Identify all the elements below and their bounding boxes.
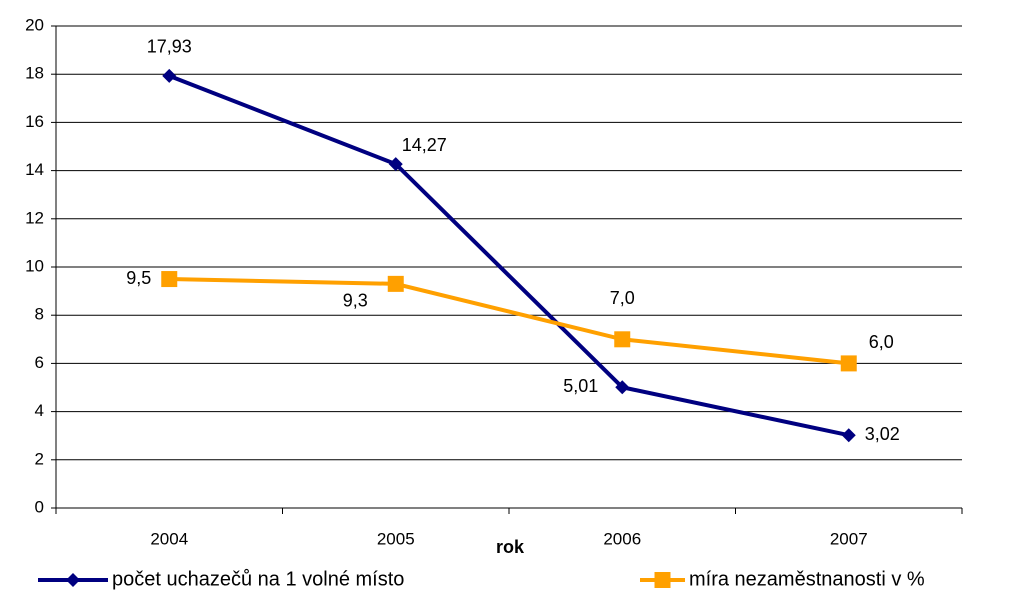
data-label: 9,5: [126, 268, 151, 288]
marker: [161, 271, 178, 288]
data-label: 5,01: [563, 376, 598, 396]
legend-label: počet uchazečů na 1 volné místo: [112, 568, 404, 590]
y-tick-label: 0: [35, 497, 44, 516]
y-tick-label: 6: [35, 353, 44, 372]
data-label: 17,93: [147, 37, 192, 57]
marker: [162, 68, 177, 83]
y-tick-label: 10: [25, 256, 44, 275]
data-label: 3,02: [865, 424, 900, 444]
y-tick-label: 12: [25, 208, 44, 227]
y-tick-label: 20: [25, 15, 44, 34]
x-tick-label: 2007: [830, 529, 868, 548]
y-tick-label: 14: [25, 160, 44, 179]
series-line: [168, 74, 850, 438]
marker: [614, 331, 631, 348]
x-axis-label: rok: [496, 537, 525, 557]
y-tick-label: 18: [25, 64, 44, 83]
data-label: 14,27: [402, 135, 447, 155]
x-tick-label: 2005: [377, 529, 415, 548]
series-line: [169, 277, 849, 366]
y-tick-label: 2: [35, 449, 44, 468]
marker: [841, 428, 856, 443]
y-tick-label: 8: [35, 305, 44, 324]
marker: [388, 157, 403, 172]
x-tick-label: 2004: [150, 529, 188, 548]
marker: [840, 355, 857, 372]
marker: [654, 572, 671, 588]
y-tick-label: 16: [25, 112, 44, 131]
legend-label: míra nezaměstnanosti v %: [689, 568, 925, 590]
data-label: 6,0: [869, 332, 894, 352]
marker: [387, 275, 404, 292]
y-tick-label: 4: [35, 401, 44, 420]
data-label: 9,3: [343, 291, 368, 311]
data-label: 7,0: [610, 288, 635, 308]
marker: [66, 573, 80, 587]
marker: [615, 380, 630, 395]
x-tick-label: 2006: [603, 529, 641, 548]
